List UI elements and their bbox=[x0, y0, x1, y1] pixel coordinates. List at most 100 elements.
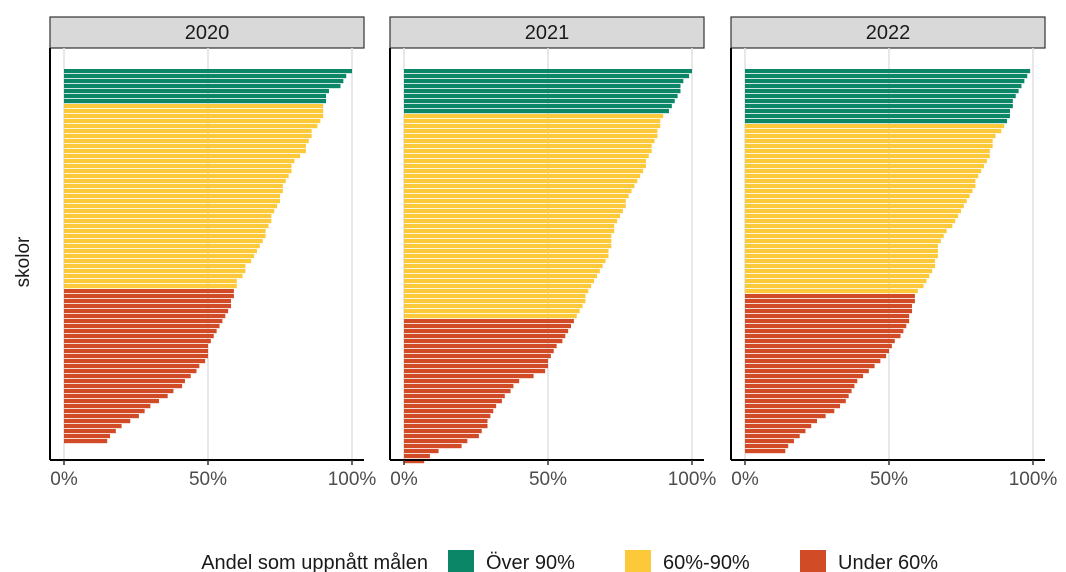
bar bbox=[745, 84, 1022, 89]
bar bbox=[64, 429, 116, 434]
legend-label: 60%-90% bbox=[663, 552, 750, 572]
bar bbox=[404, 239, 612, 244]
bar bbox=[745, 309, 913, 314]
bar bbox=[64, 179, 286, 184]
bar bbox=[745, 114, 1010, 119]
bar bbox=[745, 284, 924, 289]
bar bbox=[404, 354, 551, 359]
bar bbox=[64, 219, 272, 224]
bar bbox=[745, 449, 786, 454]
bar bbox=[64, 109, 324, 114]
bar bbox=[64, 184, 283, 189]
bar bbox=[404, 169, 644, 174]
bar bbox=[404, 424, 488, 429]
bar bbox=[745, 69, 1031, 74]
bar bbox=[404, 119, 661, 124]
bar bbox=[64, 409, 145, 414]
bar bbox=[745, 264, 936, 269]
bar bbox=[745, 124, 1005, 129]
bar bbox=[404, 219, 618, 224]
bar bbox=[745, 279, 927, 284]
bar bbox=[64, 194, 280, 199]
bar bbox=[745, 174, 979, 179]
bar bbox=[64, 364, 200, 369]
bar bbox=[745, 334, 901, 339]
bar bbox=[64, 144, 306, 149]
bar bbox=[64, 309, 229, 314]
bar bbox=[745, 104, 1013, 109]
bar bbox=[64, 399, 160, 404]
x-tick-label: 100% bbox=[668, 469, 717, 490]
bar bbox=[745, 229, 947, 234]
bar bbox=[745, 359, 881, 364]
bar bbox=[745, 314, 910, 319]
bar bbox=[745, 394, 849, 399]
bar bbox=[404, 74, 690, 79]
bar bbox=[745, 194, 970, 199]
bar bbox=[404, 349, 554, 354]
x-tick-label: 100% bbox=[328, 469, 377, 490]
bar bbox=[64, 169, 292, 174]
bar bbox=[64, 419, 131, 424]
bar bbox=[745, 144, 993, 149]
bar bbox=[745, 129, 1002, 134]
bar bbox=[404, 149, 652, 154]
bar bbox=[404, 244, 612, 249]
bar bbox=[745, 119, 1008, 124]
bar bbox=[745, 289, 918, 294]
bar bbox=[745, 434, 800, 439]
bar bbox=[64, 124, 318, 129]
bar bbox=[745, 149, 990, 154]
y-axis-title: skolor bbox=[13, 236, 34, 287]
legend-entry: Under 60% bbox=[800, 550, 938, 572]
bar bbox=[404, 84, 681, 89]
bar bbox=[745, 379, 858, 384]
bar bbox=[745, 424, 812, 429]
bar bbox=[64, 159, 295, 164]
bar bbox=[745, 179, 976, 184]
bar bbox=[404, 449, 439, 454]
facet-strip-label: 2021 bbox=[525, 22, 570, 44]
bar bbox=[64, 334, 214, 339]
bar bbox=[404, 194, 629, 199]
bar bbox=[64, 349, 208, 354]
bar bbox=[404, 264, 603, 269]
bar bbox=[404, 129, 658, 134]
bar bbox=[404, 404, 497, 409]
bar bbox=[64, 174, 289, 179]
bar bbox=[64, 384, 183, 389]
bar bbox=[745, 249, 938, 254]
bar bbox=[64, 299, 232, 304]
bar bbox=[64, 359, 206, 364]
bar bbox=[64, 84, 341, 89]
bar bbox=[64, 274, 243, 279]
legend-label: Över 90% bbox=[486, 552, 575, 572]
bar bbox=[64, 369, 197, 374]
bar bbox=[404, 154, 649, 159]
bar bbox=[404, 94, 678, 99]
x-tick-label: 0% bbox=[390, 469, 418, 490]
bar bbox=[745, 389, 852, 394]
bar bbox=[745, 164, 985, 169]
bar bbox=[64, 404, 151, 409]
bar bbox=[404, 144, 652, 149]
bar bbox=[404, 399, 502, 404]
bar bbox=[64, 279, 237, 284]
bar bbox=[64, 224, 269, 229]
bar bbox=[745, 329, 904, 334]
bar bbox=[64, 239, 263, 244]
bar bbox=[745, 364, 875, 369]
bar bbox=[404, 199, 626, 204]
bar bbox=[64, 69, 352, 74]
bar bbox=[64, 94, 327, 99]
bar bbox=[64, 284, 237, 289]
bar bbox=[404, 439, 468, 444]
bar bbox=[404, 459, 425, 464]
bar bbox=[64, 294, 234, 299]
bar bbox=[404, 159, 646, 164]
legend-key bbox=[448, 550, 474, 572]
bar bbox=[745, 344, 892, 349]
facet-strip-label: 2022 bbox=[866, 22, 911, 44]
bar bbox=[64, 424, 122, 429]
bar bbox=[404, 224, 615, 229]
